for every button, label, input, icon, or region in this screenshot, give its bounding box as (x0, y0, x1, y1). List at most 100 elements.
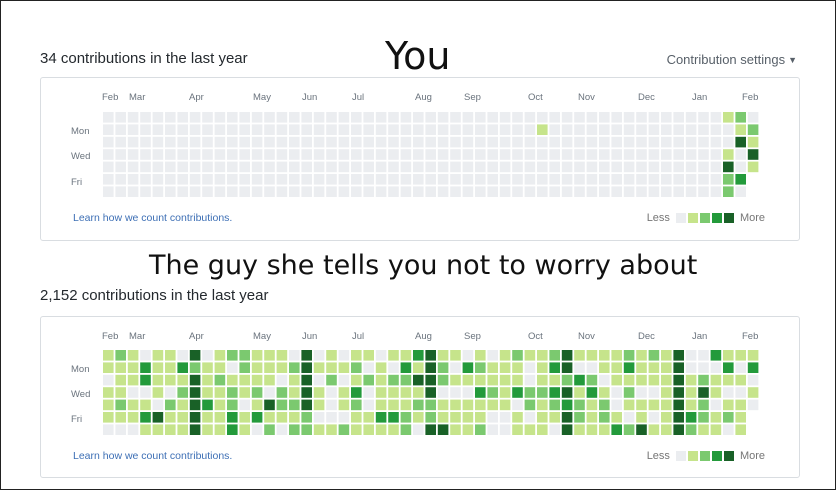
day-cell[interactable] (437, 387, 449, 398)
day-cell[interactable] (661, 112, 672, 123)
contribution-settings-dropdown[interactable]: Contribution settings ▼ (667, 52, 797, 67)
day-cell[interactable] (239, 387, 250, 398)
day-cell[interactable] (586, 350, 598, 361)
day-cell[interactable] (276, 424, 288, 435)
day-cell[interactable] (723, 399, 734, 411)
day-cell[interactable] (251, 424, 263, 435)
day-cell[interactable] (512, 112, 523, 123)
day-cell[interactable] (661, 399, 672, 411)
day-cell[interactable] (499, 399, 511, 411)
day-cell[interactable] (723, 374, 734, 386)
day-cell[interactable] (623, 350, 635, 361)
day-cell[interactable] (710, 136, 722, 148)
day-cell[interactable] (425, 374, 436, 386)
day-cell[interactable] (561, 161, 573, 173)
day-cell[interactable] (351, 136, 362, 148)
day-cell[interactable] (636, 374, 647, 386)
day-cell[interactable] (264, 424, 275, 435)
day-cell[interactable] (152, 399, 164, 411)
day-cell[interactable] (264, 399, 275, 411)
day-cell[interactable] (636, 161, 647, 173)
day-cell[interactable] (747, 149, 759, 160)
day-cell[interactable] (599, 412, 610, 423)
day-cell[interactable] (661, 350, 672, 361)
day-cell[interactable] (115, 124, 126, 135)
day-cell[interactable] (599, 124, 610, 135)
day-cell[interactable] (326, 424, 337, 435)
day-cell[interactable] (326, 362, 337, 373)
day-cell[interactable] (611, 412, 622, 423)
day-cell[interactable] (326, 186, 337, 197)
day-cell[interactable] (388, 399, 399, 411)
day-cell[interactable] (140, 174, 151, 185)
day-cell[interactable] (648, 350, 660, 361)
day-cell[interactable] (400, 350, 412, 361)
day-cell[interactable] (115, 174, 126, 185)
day-cell[interactable] (574, 112, 585, 123)
day-cell[interactable] (685, 149, 697, 160)
day-cell[interactable] (673, 174, 684, 185)
day-cell[interactable] (611, 362, 622, 373)
day-cell[interactable] (413, 124, 424, 135)
day-cell[interactable] (276, 112, 288, 123)
day-cell[interactable] (623, 424, 635, 435)
day-cell[interactable] (301, 136, 312, 148)
day-cell[interactable] (586, 412, 598, 423)
day-cell[interactable] (202, 374, 213, 386)
day-cell[interactable] (425, 174, 436, 185)
day-cell[interactable] (140, 399, 151, 411)
day-cell[interactable] (375, 149, 387, 160)
day-cell[interactable] (140, 186, 151, 197)
day-cell[interactable] (375, 161, 387, 173)
day-cell[interactable] (462, 149, 474, 160)
day-cell[interactable] (103, 136, 114, 148)
day-cell[interactable] (611, 112, 622, 123)
day-cell[interactable] (251, 124, 263, 135)
day-cell[interactable] (214, 399, 226, 411)
day-cell[interactable] (289, 161, 300, 173)
day-cell[interactable] (239, 136, 250, 148)
day-cell[interactable] (363, 350, 374, 361)
day-cell[interactable] (698, 186, 709, 197)
day-cell[interactable] (685, 412, 697, 423)
day-cell[interactable] (388, 362, 399, 373)
day-cell[interactable] (227, 399, 238, 411)
day-cell[interactable] (227, 362, 238, 373)
day-cell[interactable] (127, 136, 139, 148)
day-cell[interactable] (400, 374, 412, 386)
day-cell[interactable] (437, 186, 449, 197)
day-cell[interactable] (313, 112, 325, 123)
day-cell[interactable] (437, 112, 449, 123)
day-cell[interactable] (115, 362, 126, 373)
day-cell[interactable] (723, 174, 734, 185)
day-cell[interactable] (512, 362, 523, 373)
day-cell[interactable] (214, 112, 226, 123)
day-cell[interactable] (276, 399, 288, 411)
day-cell[interactable] (673, 149, 684, 160)
day-cell[interactable] (152, 112, 164, 123)
day-cell[interactable] (499, 124, 511, 135)
day-cell[interactable] (499, 174, 511, 185)
day-cell[interactable] (165, 399, 176, 411)
day-cell[interactable] (425, 399, 436, 411)
day-cell[interactable] (723, 149, 734, 160)
day-cell[interactable] (103, 424, 114, 435)
day-cell[interactable] (698, 399, 709, 411)
day-cell[interactable] (475, 124, 486, 135)
day-cell[interactable] (338, 112, 350, 123)
day-cell[interactable] (289, 174, 300, 185)
day-cell[interactable] (512, 136, 523, 148)
day-cell[interactable] (425, 136, 436, 148)
day-cell[interactable] (202, 112, 213, 123)
day-cell[interactable] (177, 174, 188, 185)
day-cell[interactable] (202, 412, 213, 423)
day-cell[interactable] (363, 149, 374, 160)
day-cell[interactable] (115, 149, 126, 160)
day-cell[interactable] (289, 136, 300, 148)
day-cell[interactable] (561, 362, 573, 373)
day-cell[interactable] (189, 149, 201, 160)
day-cell[interactable] (326, 112, 337, 123)
day-cell[interactable] (549, 174, 560, 185)
day-cell[interactable] (723, 186, 734, 197)
day-cell[interactable] (698, 412, 709, 423)
